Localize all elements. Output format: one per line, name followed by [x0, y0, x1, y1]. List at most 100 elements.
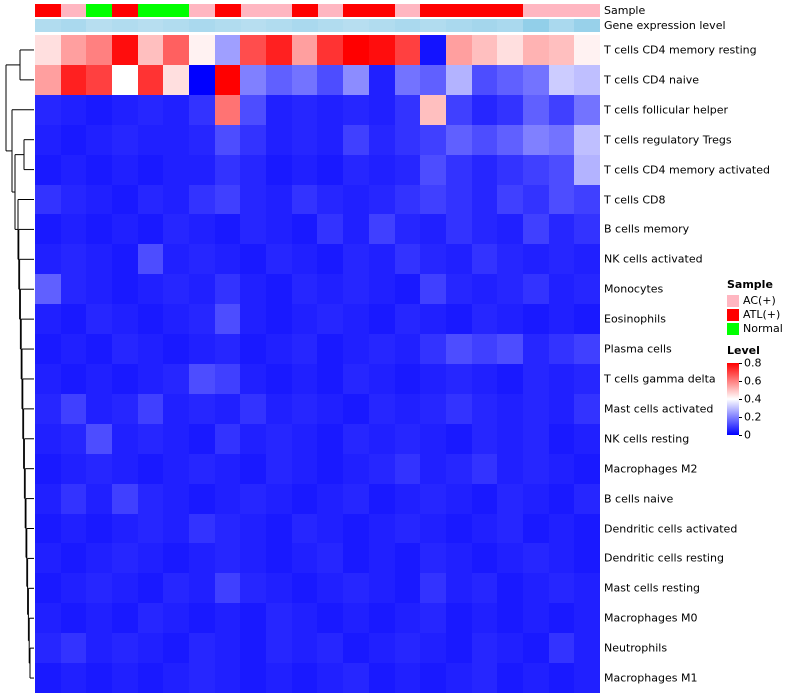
heatmap-cell	[317, 184, 344, 215]
heatmap-cell	[163, 453, 190, 484]
heatmap-cell	[266, 483, 292, 514]
heatmap-cell	[266, 393, 292, 424]
sample-annotation-cell	[163, 4, 190, 17]
heatmap-cell	[112, 35, 138, 65]
heatmap-cell	[574, 453, 600, 484]
heatmap-cell	[60, 393, 87, 424]
heatmap-cell	[317, 214, 344, 245]
heatmap-cell	[163, 573, 190, 604]
heatmap-cell	[471, 124, 498, 155]
heatmap-cell	[137, 214, 164, 245]
heatmap-cell	[522, 334, 549, 364]
heatmap-cell	[368, 274, 395, 305]
heatmap-cell	[394, 513, 421, 544]
heatmap-cell	[240, 64, 267, 95]
heatmap-cell	[112, 154, 138, 185]
heatmap-cell	[445, 543, 472, 574]
heatmap-cell	[214, 184, 241, 215]
heatmap-cell	[137, 184, 164, 215]
heatmap-cell	[522, 393, 549, 424]
heatmap-cell	[574, 214, 600, 245]
heatmap-cell	[497, 363, 523, 394]
heatmap-cell	[574, 274, 600, 305]
heatmap-cell	[317, 244, 344, 275]
heatmap-cell	[420, 94, 446, 125]
heatmap-cell	[471, 35, 498, 65]
heatmap-cell	[35, 304, 61, 335]
heatmap-cell	[214, 94, 241, 125]
heatmap-cell	[420, 663, 446, 693]
heatmap-cell	[343, 363, 369, 394]
heatmap-cell	[137, 453, 164, 484]
heatmap-cell	[368, 94, 395, 125]
heatmap-cell	[368, 423, 395, 454]
heatmap-cell	[60, 214, 87, 245]
heatmap-cell	[60, 573, 87, 604]
row-label: T cells regulatory Tregs	[604, 133, 732, 147]
row-label: NK cells activated	[604, 252, 703, 266]
heatmap-cell	[214, 573, 241, 604]
level-tick-label: 0.2	[744, 410, 762, 424]
legend-level: 0.8 0.6 0.4 0.2 0	[727, 357, 783, 442]
heatmap-cell	[574, 513, 600, 544]
heatmap-cell	[522, 304, 549, 335]
level-tick-label: 0.6	[744, 374, 762, 388]
heatmap-cell	[368, 154, 395, 185]
heatmap-cell	[522, 423, 549, 454]
heatmap-cell	[343, 124, 369, 155]
heatmap-cell	[497, 214, 523, 245]
heatmap-cell	[86, 663, 113, 693]
heatmap-cell	[291, 663, 318, 693]
level-tick-label: 0.4	[744, 392, 762, 406]
heatmap-cell	[60, 184, 87, 215]
heatmap-cell	[240, 35, 267, 65]
heatmap-cell	[317, 124, 344, 155]
heatmap-cell	[368, 663, 395, 693]
heatmap-cell	[35, 603, 61, 634]
heatmap-cell	[35, 513, 61, 544]
heatmap-cell	[163, 304, 190, 335]
heatmap-cell	[240, 603, 267, 634]
heatmap-cell	[240, 453, 267, 484]
heatmap-cell	[189, 274, 215, 305]
heatmap-cell	[445, 483, 472, 514]
heatmap-cell	[574, 244, 600, 275]
level-tick-mark	[739, 381, 742, 382]
heatmap-cell	[291, 363, 318, 394]
heatmap-cell	[137, 513, 164, 544]
heatmap-cell	[368, 244, 395, 275]
sample-annotation-cell	[112, 4, 138, 17]
expression-annotation-cell	[548, 19, 575, 32]
expression-annotation-cell	[471, 19, 498, 32]
heatmap-cell	[214, 603, 241, 634]
sample-annotation-cell	[266, 4, 292, 17]
heatmap-cell	[497, 154, 523, 185]
heatmap-cell	[86, 483, 113, 514]
row-label: Neutrophils	[604, 641, 668, 655]
sample-annotation-cell	[86, 4, 113, 17]
heatmap-cell	[317, 304, 344, 335]
sample-annotation-cell	[35, 4, 61, 17]
heatmap-cell	[189, 124, 215, 155]
heatmap-cell	[86, 633, 113, 664]
sample-annotation-cell	[523, 4, 549, 17]
heatmap-cell	[497, 35, 523, 65]
heatmap-cell	[471, 423, 498, 454]
heatmap-cell	[137, 244, 164, 275]
heatmap-cell	[420, 124, 446, 155]
heatmap-cell	[112, 573, 138, 604]
heatmap-cell	[420, 513, 446, 544]
heatmap-cell	[522, 124, 549, 155]
heatmap-cell	[240, 334, 267, 364]
heatmap-cell	[420, 363, 446, 394]
heatmap-cell	[35, 214, 61, 245]
heatmap-cell	[86, 244, 113, 275]
heatmap-cell	[522, 603, 549, 634]
heatmap-cell	[522, 663, 549, 693]
heatmap-cell	[240, 423, 267, 454]
heatmap-cell	[60, 334, 87, 364]
expression-annotation-cell	[189, 19, 215, 32]
row-label: Macrophages M1	[604, 671, 698, 685]
heatmap-cell	[343, 64, 369, 95]
heatmap-cell	[497, 244, 523, 275]
